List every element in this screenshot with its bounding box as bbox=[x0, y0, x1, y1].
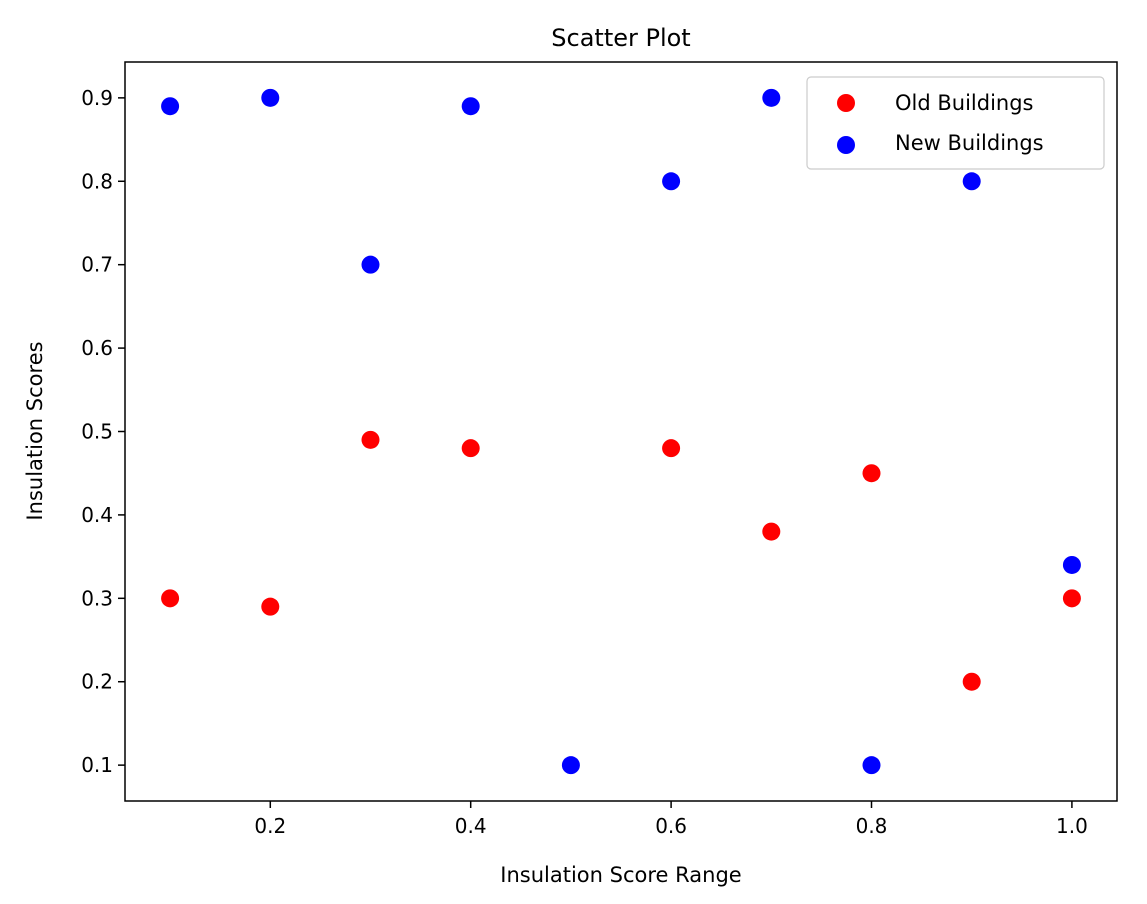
data-point-new-buildings[interactable] bbox=[261, 88, 280, 107]
data-point-old-buildings[interactable] bbox=[762, 522, 781, 541]
data-point-old-buildings[interactable] bbox=[862, 464, 881, 483]
x-tick-label: 0.6 bbox=[655, 814, 687, 838]
legend-box bbox=[806, 76, 1105, 170]
legend-marker-new-buildings bbox=[837, 136, 855, 154]
data-point-old-buildings[interactable] bbox=[962, 672, 981, 691]
data-point-new-buildings[interactable] bbox=[161, 97, 180, 116]
legend[interactable]: Old Buildings New Buildings bbox=[806, 76, 1105, 170]
data-point-old-buildings[interactable] bbox=[1062, 589, 1081, 608]
data-point-new-buildings[interactable] bbox=[361, 255, 380, 274]
data-point-new-buildings[interactable] bbox=[762, 88, 781, 107]
y-tick-label: 0.8 bbox=[81, 169, 113, 193]
points-layer bbox=[161, 88, 1081, 775]
data-point-new-buildings[interactable] bbox=[962, 172, 981, 191]
data-point-old-buildings[interactable] bbox=[461, 439, 480, 458]
x-axis-label: Insulation Score Range bbox=[500, 863, 741, 887]
y-tick-label: 0.6 bbox=[81, 336, 113, 360]
x-tick-label: 0.2 bbox=[254, 814, 286, 838]
data-point-old-buildings[interactable] bbox=[261, 597, 280, 616]
data-point-old-buildings[interactable] bbox=[361, 430, 380, 449]
data-point-new-buildings[interactable] bbox=[662, 172, 681, 191]
x-tick-label: 0.4 bbox=[455, 814, 487, 838]
y-axis: 0.1 0.2 0.3 0.4 0.5 0.6 0.7 0.8 0.9 bbox=[81, 86, 125, 777]
data-point-new-buildings[interactable] bbox=[461, 97, 480, 116]
y-tick-label: 0.2 bbox=[81, 670, 113, 694]
data-point-new-buildings[interactable] bbox=[561, 756, 580, 775]
y-tick-label: 0.1 bbox=[81, 753, 113, 777]
y-tick-label: 0.3 bbox=[81, 586, 113, 610]
y-tick-label: 0.9 bbox=[81, 86, 113, 110]
data-point-new-buildings[interactable] bbox=[1062, 555, 1081, 574]
legend-label-old-buildings: Old Buildings bbox=[895, 91, 1034, 115]
y-tick-label: 0.7 bbox=[81, 253, 113, 277]
y-tick-label: 0.5 bbox=[81, 420, 113, 444]
data-point-old-buildings[interactable] bbox=[161, 589, 180, 608]
chart-title: Scatter Plot bbox=[551, 24, 690, 52]
x-tick-label: 1.0 bbox=[1056, 814, 1088, 838]
x-tick-label: 0.8 bbox=[856, 814, 888, 838]
legend-label-new-buildings: New Buildings bbox=[895, 131, 1044, 155]
y-tick-label: 0.4 bbox=[81, 503, 113, 527]
y-axis-label: Insulation Scores bbox=[23, 341, 47, 520]
legend-marker-old-buildings bbox=[837, 94, 855, 112]
x-axis: 0.2 0.4 0.6 0.8 1.0 bbox=[254, 801, 1088, 838]
data-point-new-buildings[interactable] bbox=[862, 756, 881, 775]
data-point-old-buildings[interactable] bbox=[662, 439, 681, 458]
